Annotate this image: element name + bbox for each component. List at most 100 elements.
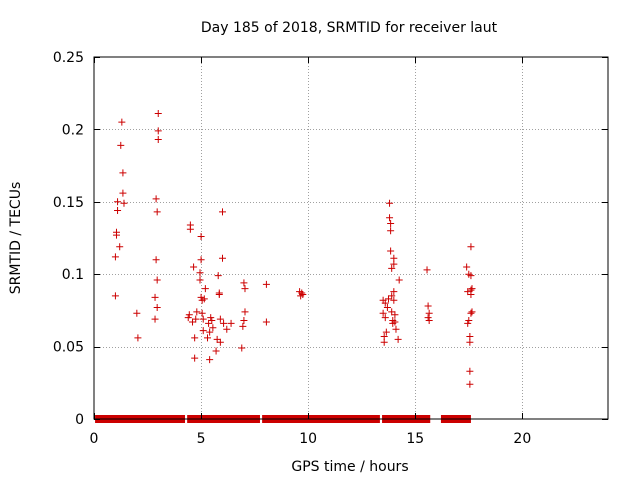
data-point — [390, 288, 398, 296]
data-point — [191, 334, 199, 342]
data-point — [423, 266, 431, 274]
data-point — [120, 199, 128, 207]
axis-ticks: 0 5 10 15 20 0 0.05 0.1 0.15 0.2 0.25 — [53, 50, 608, 447]
y-tick-label: 0.15 — [53, 195, 84, 211]
data-point — [390, 296, 398, 304]
data-point — [425, 309, 433, 317]
data-point — [206, 356, 214, 364]
data-point — [387, 220, 395, 228]
data-point — [463, 263, 471, 271]
grid-lines — [94, 57, 608, 419]
data-point — [395, 276, 403, 284]
data-point — [153, 276, 161, 284]
data-point — [192, 315, 200, 323]
x-tick-label: 0 — [90, 431, 99, 447]
data-point — [196, 269, 204, 277]
plot-frame — [93, 56, 609, 420]
data-point — [467, 243, 475, 251]
data-point — [379, 309, 387, 317]
data-point — [205, 319, 213, 327]
data-point — [153, 304, 161, 312]
data-point — [216, 338, 224, 346]
data-point — [219, 254, 226, 262]
data-point — [216, 315, 224, 323]
data-point — [386, 199, 394, 207]
data-point — [215, 290, 223, 298]
data-point — [464, 288, 472, 296]
data-point — [394, 335, 402, 343]
data-point — [154, 136, 162, 144]
data-point — [220, 319, 228, 327]
data-point — [238, 344, 246, 352]
data-point — [118, 118, 126, 126]
data-point — [391, 311, 399, 319]
data-point — [186, 221, 194, 229]
data-point — [193, 308, 201, 316]
data-point — [465, 317, 473, 325]
data-point — [152, 256, 160, 264]
data-point — [214, 272, 222, 280]
x-tick-label: 15 — [406, 431, 424, 447]
data-point — [196, 276, 204, 284]
data-point — [154, 127, 162, 135]
data-point — [197, 256, 205, 264]
data-point — [390, 260, 398, 268]
data-series — [95, 109, 476, 423]
data-point — [185, 311, 193, 319]
data-point — [200, 295, 208, 303]
data-point — [111, 292, 119, 300]
data-point — [240, 279, 248, 287]
data-point — [382, 328, 390, 336]
data-point — [239, 322, 247, 330]
x-tick-label: 5 — [197, 431, 206, 447]
data-point — [114, 206, 122, 214]
data-point — [197, 293, 205, 301]
x-axis-label: GPS time / hours — [291, 459, 408, 475]
data-point — [207, 314, 215, 322]
data-point — [189, 318, 197, 326]
data-point — [467, 309, 475, 317]
data-point — [380, 332, 388, 340]
data-point — [381, 299, 389, 307]
data-point — [184, 314, 192, 322]
data-point — [388, 292, 396, 300]
data-point — [381, 314, 389, 322]
data-point — [227, 319, 235, 327]
data-point — [466, 367, 474, 375]
data-point — [190, 263, 198, 271]
data-point — [241, 308, 249, 316]
y-tick-label: 0.05 — [53, 340, 84, 356]
data-point — [112, 231, 120, 239]
data-point — [151, 315, 159, 323]
data-point — [134, 334, 142, 342]
x-tick-label: 20 — [513, 431, 531, 447]
data-point — [111, 253, 119, 261]
data-point — [201, 285, 209, 293]
y-tick-label: 0.1 — [62, 267, 84, 283]
data-point — [117, 141, 125, 149]
chart-title: Day 185 of 2018, SRMTID for receiver lau… — [201, 20, 498, 36]
data-point — [388, 308, 396, 316]
data-point — [468, 308, 476, 316]
data-point — [209, 324, 217, 332]
data-point — [153, 208, 161, 216]
data-point — [240, 317, 248, 325]
data-point — [198, 309, 206, 317]
y-tick-label: 0.2 — [62, 122, 84, 138]
data-point — [298, 289, 306, 297]
data-point — [219, 208, 226, 216]
x-tick-label: 10 — [299, 431, 317, 447]
data-point — [384, 295, 392, 303]
data-point — [262, 318, 270, 326]
data-point — [392, 325, 400, 333]
y-tick-label: 0.25 — [53, 50, 84, 66]
data-point — [199, 327, 207, 335]
y-axis-label: SRMTID / TECUs — [8, 182, 24, 295]
data-point — [191, 354, 199, 362]
data-point — [151, 293, 159, 301]
data-point — [114, 198, 122, 206]
data-point — [213, 335, 221, 343]
data-point — [154, 109, 162, 117]
data-point — [468, 285, 476, 293]
data-point — [466, 380, 474, 388]
